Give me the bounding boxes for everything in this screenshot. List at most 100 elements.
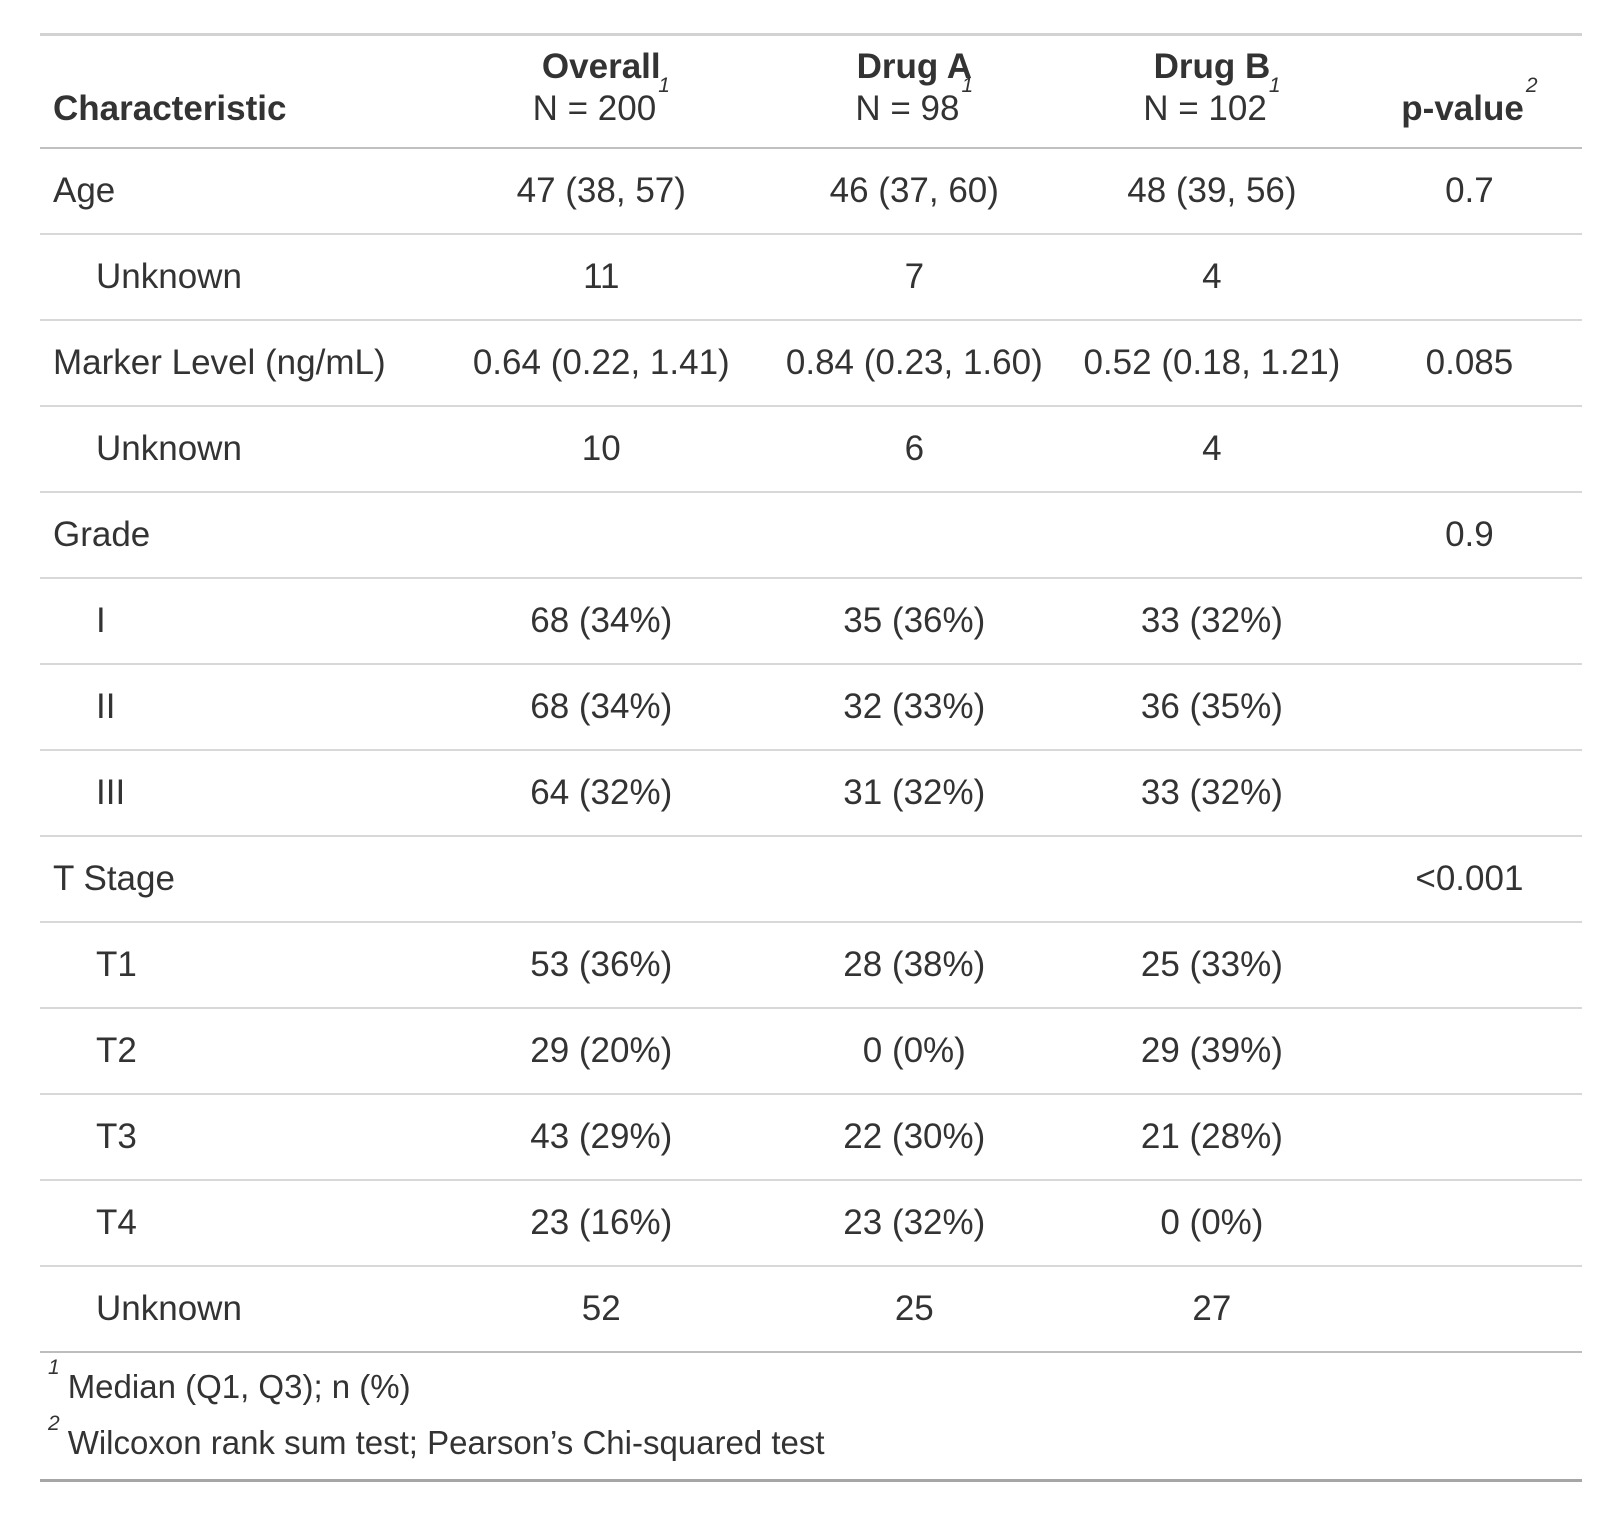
- header-row: Characteristic Overall N = 2001 Drug A N…: [40, 35, 1582, 149]
- p-value-cell: [1357, 1094, 1582, 1180]
- drug-b-cell: 4: [1202, 257, 1222, 296]
- table-row: Grade 0.9: [40, 492, 1582, 578]
- column-label: Characteristic: [53, 89, 287, 128]
- row-label-cell: T Stage: [53, 859, 175, 898]
- table-row: T4 23 (16%) 23 (32%) 0 (0%): [40, 1180, 1582, 1266]
- row-label-cell: T2: [96, 1031, 137, 1070]
- overall-cell: 64 (32%): [530, 773, 673, 812]
- drug-b-cell: [1067, 836, 1357, 922]
- p-value-cell: 0.9: [1445, 515, 1494, 554]
- drug-a-cell: [762, 492, 1067, 578]
- drug-b-cell: 29 (39%): [1140, 1031, 1283, 1070]
- p-value-cell: [1357, 578, 1582, 664]
- drug-b-cell: 48 (39, 56): [1127, 171, 1297, 210]
- p-value-cell: [1357, 406, 1582, 492]
- table-row: T3 43 (29%) 22 (30%) 21 (28%): [40, 1094, 1582, 1180]
- row-label-cell: Grade: [53, 515, 151, 554]
- drug-b-cell: 4: [1202, 429, 1222, 468]
- column-header-characteristic: Characteristic: [40, 35, 441, 149]
- drug-b-cell: 0 (0%): [1160, 1203, 1264, 1242]
- p-value-cell: 0.7: [1445, 171, 1494, 210]
- drug-b-cell: 0.52 (0.18, 1.21): [1083, 343, 1341, 382]
- drug-a-cell: 0 (0%): [862, 1031, 966, 1070]
- p-value-cell: <0.001: [1415, 859, 1524, 898]
- row-label-cell: I: [96, 601, 106, 640]
- overall-cell: 47 (38, 57): [516, 171, 686, 210]
- overall-cell: 52: [581, 1289, 621, 1328]
- table-row: T Stage <0.001: [40, 836, 1582, 922]
- table-row: Marker Level (ng/mL) 0.64 (0.22, 1.41) 0…: [40, 320, 1582, 406]
- p-value-cell: [1357, 750, 1582, 836]
- drug-a-cell: 25: [894, 1289, 934, 1328]
- footnote-text: Median (Q1, Q3); n (%): [67, 1368, 411, 1405]
- drug-a-cell: 7: [904, 257, 925, 296]
- row-label-cell: III: [96, 773, 126, 812]
- table-row: Unknown 11 7 4: [40, 234, 1582, 320]
- column-n-label: N = 200: [532, 89, 657, 128]
- row-label-cell: T1: [96, 945, 137, 984]
- p-value-cell: [1357, 664, 1582, 750]
- column-label: Drug A: [856, 47, 972, 86]
- table-row: Age 47 (38, 57) 46 (37, 60) 48 (39, 56) …: [40, 148, 1582, 234]
- column-label: Overall: [541, 47, 661, 86]
- footnote-row: 2 Wilcoxon rank sum test; Pearson’s Chi-s…: [40, 1412, 1582, 1481]
- drug-b-cell: 27: [1192, 1289, 1232, 1328]
- row-label-cell: Marker Level (ng/mL): [53, 343, 386, 382]
- footnote-text: Wilcoxon rank sum test; Pearson’s Chi-sq…: [67, 1424, 825, 1461]
- overall-cell: 0.64 (0.22, 1.41): [472, 343, 730, 382]
- overall-cell: 68 (34%): [530, 601, 673, 640]
- p-value-cell: [1357, 1180, 1582, 1266]
- drug-b-cell: 33 (32%): [1140, 601, 1283, 640]
- row-label-cell: Age: [53, 171, 116, 210]
- row-label-cell: Unknown: [96, 257, 242, 296]
- summary-table-container: Characteristic Overall N = 2001 Drug A N…: [40, 33, 1582, 1482]
- drug-a-cell: 23 (32%): [843, 1203, 986, 1242]
- overall-cell: 53 (36%): [530, 945, 673, 984]
- drug-a-cell: 0.84 (0.23, 1.60): [785, 343, 1043, 382]
- drug-b-cell: 21 (28%): [1140, 1117, 1283, 1156]
- drug-a-cell: 35 (36%): [843, 601, 986, 640]
- table-row: Unknown 10 6 4: [40, 406, 1582, 492]
- drug-a-cell: 31 (32%): [843, 773, 986, 812]
- table-row: III 64 (32%) 31 (32%) 33 (32%): [40, 750, 1582, 836]
- p-value-cell: [1357, 1008, 1582, 1094]
- overall-cell: 68 (34%): [530, 687, 673, 726]
- table-row: T2 29 (20%) 0 (0%) 29 (39%): [40, 1008, 1582, 1094]
- drug-a-cell: 32 (33%): [843, 687, 986, 726]
- row-label-cell: Unknown: [96, 1289, 242, 1328]
- row-label-cell: T3: [96, 1117, 137, 1156]
- overall-cell: 29 (20%): [530, 1031, 673, 1070]
- table-footnotes: 1 Median (Q1, Q3); n (%) 2 Wilcoxon rank s…: [40, 1352, 1582, 1481]
- drug-a-cell: [762, 836, 1067, 922]
- column-label: Drug B: [1153, 47, 1271, 86]
- overall-cell: 23 (16%): [530, 1203, 673, 1242]
- overall-cell: [441, 836, 762, 922]
- overall-cell: 11: [583, 257, 620, 296]
- column-label: p-value: [1401, 89, 1524, 128]
- p-value-cell: [1357, 922, 1582, 1008]
- overall-cell: [441, 492, 762, 578]
- row-label-cell: Unknown: [96, 429, 242, 468]
- table-row: T1 53 (36%) 28 (38%) 25 (33%): [40, 922, 1582, 1008]
- footnote-mark: 1: [48, 1356, 60, 1379]
- drug-a-cell: 22 (30%): [843, 1117, 986, 1156]
- drug-b-cell: [1067, 492, 1357, 578]
- footnote-mark: 2: [48, 1412, 60, 1435]
- drug-a-cell: 46 (37, 60): [829, 171, 999, 210]
- table-row: II 68 (34%) 32 (33%) 36 (35%): [40, 664, 1582, 750]
- p-value-cell: [1357, 234, 1582, 320]
- footnote-mark: 1: [1268, 74, 1281, 98]
- drug-b-cell: 36 (35%): [1140, 687, 1283, 726]
- drug-b-cell: 25 (33%): [1140, 945, 1283, 984]
- row-label-cell: II: [96, 687, 116, 726]
- p-value-cell: 0.085: [1425, 343, 1514, 382]
- table-header: Characteristic Overall N = 2001 Drug A N…: [40, 35, 1582, 149]
- column-header-drug-a: Drug A N = 981: [762, 35, 1067, 149]
- column-n-label: N = 102: [1143, 89, 1267, 128]
- p-value-cell: [1357, 1266, 1582, 1352]
- footnote-mark: 1: [961, 74, 974, 98]
- column-header-overall: Overall N = 2001: [441, 35, 762, 149]
- row-label-cell: T4: [96, 1203, 137, 1242]
- column-header-drug-b: Drug B N = 1021: [1067, 35, 1357, 149]
- overall-cell: 10: [581, 429, 621, 468]
